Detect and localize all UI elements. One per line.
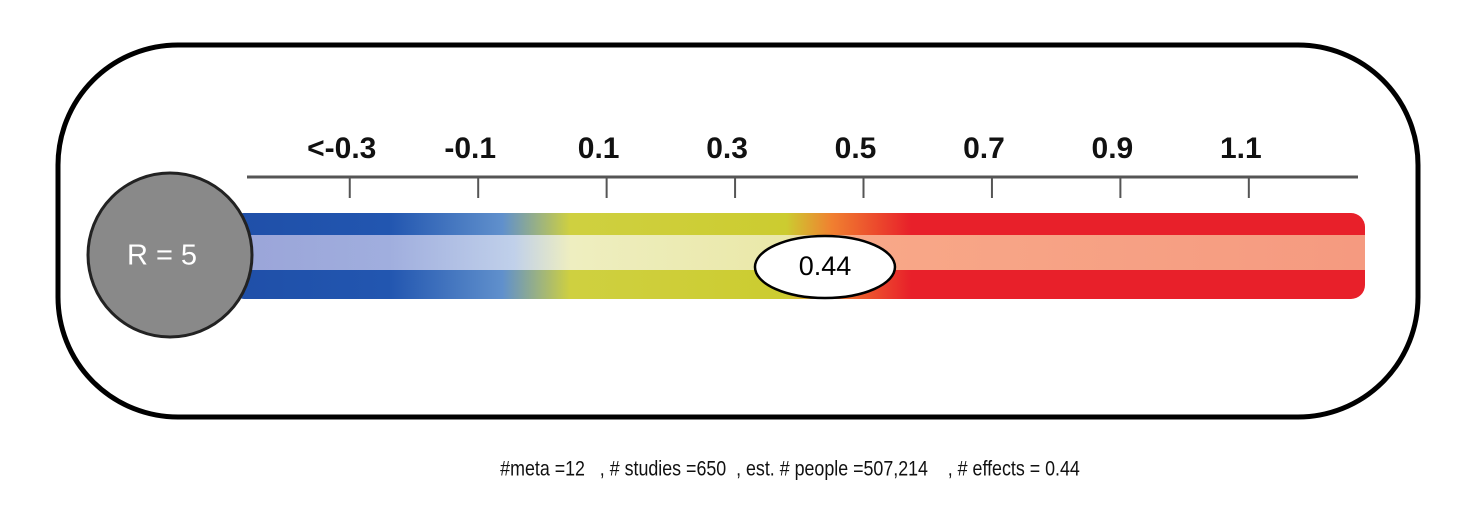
x-tick-label: 0.1 xyxy=(578,132,620,165)
badge-label: R = 5 xyxy=(127,240,197,272)
x-tick-label: 0.9 xyxy=(1092,132,1134,165)
x-tick-label: -0.1 xyxy=(444,132,496,165)
x-tick-label: 0.7 xyxy=(963,132,1005,165)
footer: #meta =12 , # studies =650 , est. # peop… xyxy=(500,457,1080,481)
x-tick-label: 0.5 xyxy=(835,132,877,165)
x-tick-label: 1.1 xyxy=(1220,132,1262,165)
x-tick-label: 0.3 xyxy=(706,132,748,165)
x-tick-label: <-0.3 xyxy=(307,132,376,165)
value-marker xyxy=(753,234,897,300)
value-label: 0.44 xyxy=(799,251,852,281)
badge xyxy=(86,171,254,339)
